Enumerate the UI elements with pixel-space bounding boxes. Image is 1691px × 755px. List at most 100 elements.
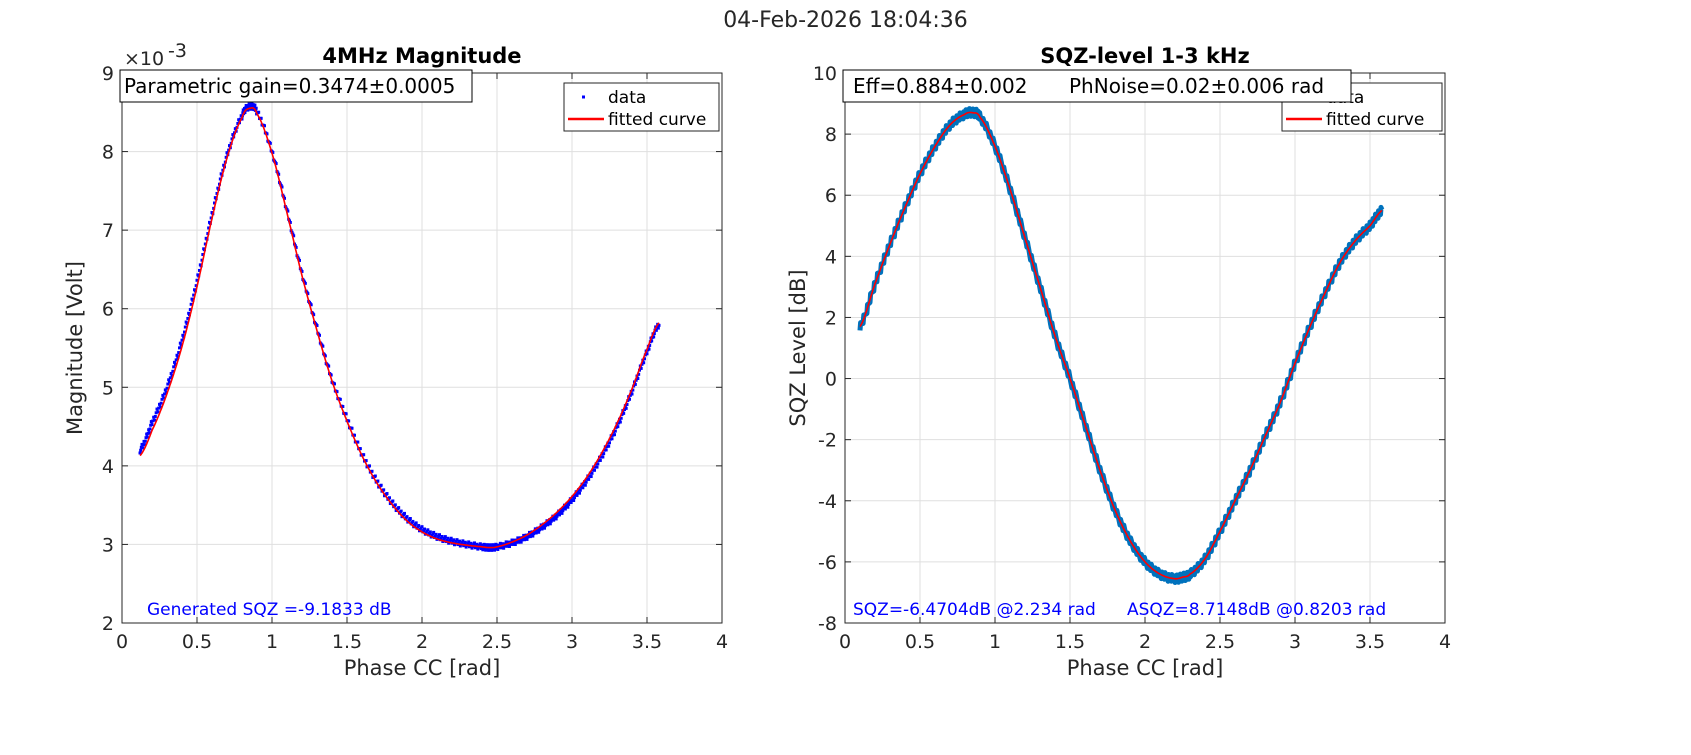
- data-point: [462, 544, 466, 548]
- data-point: [528, 535, 532, 539]
- y-axis-label: SQZ Level [dB]: [786, 269, 810, 426]
- x-axis-label: Phase CC [rad]: [344, 656, 501, 680]
- data-point: [440, 534, 444, 538]
- left-series-group: [138, 101, 661, 552]
- data-point: [353, 433, 356, 437]
- data-point: [558, 510, 562, 514]
- data-point: [176, 355, 180, 359]
- data-point: [182, 335, 186, 339]
- data-point: [642, 361, 646, 365]
- data-point: [581, 486, 585, 490]
- data-point: [593, 465, 597, 469]
- data-point: [428, 531, 431, 535]
- data-point: [147, 431, 151, 435]
- data-point: [587, 477, 591, 481]
- data-point: [408, 517, 412, 521]
- data-point: [333, 382, 336, 386]
- data-point: [203, 242, 207, 246]
- data-point: [608, 437, 612, 441]
- data-point: [561, 509, 565, 513]
- data-point: [309, 303, 313, 307]
- x-tick-label: 0: [839, 631, 851, 653]
- legend-label: fitted curve: [608, 110, 706, 130]
- legend-box: [563, 82, 720, 132]
- data-point: [548, 522, 552, 526]
- data-point: [617, 421, 621, 425]
- data-point: [189, 302, 193, 306]
- data-point: [448, 538, 452, 542]
- data-point: [194, 284, 198, 288]
- y-tick-label: 5: [102, 377, 114, 399]
- data-point: [570, 498, 574, 502]
- data-point: [164, 390, 168, 394]
- y-tick-label: 0: [825, 369, 837, 391]
- data-point: [458, 539, 461, 543]
- data-point: [652, 335, 656, 339]
- data-point: [512, 540, 516, 544]
- data-point: [582, 483, 586, 487]
- figure-timestamp: 04-Feb-2026 18:04:36: [723, 8, 968, 33]
- data-point: [148, 427, 152, 431]
- data-point: [624, 406, 628, 410]
- data-point: [403, 511, 406, 515]
- legend-label: data: [608, 88, 646, 108]
- data-point: [201, 253, 205, 257]
- data-point: [338, 397, 342, 401]
- data-point: [186, 316, 190, 320]
- data-point: [382, 488, 386, 492]
- data-point: [639, 366, 643, 370]
- data-point: [625, 402, 629, 406]
- right-series-group: [857, 106, 1385, 585]
- data-point: [475, 542, 479, 546]
- data-point: [640, 362, 644, 366]
- data-point: [433, 534, 437, 538]
- data-point: [173, 360, 176, 364]
- data-point: [385, 492, 389, 496]
- data-point: [543, 526, 546, 530]
- data-point: [466, 542, 470, 546]
- data-point: [188, 308, 192, 312]
- data-point: [516, 536, 520, 540]
- data-point: [607, 444, 611, 448]
- data-point: [252, 108, 256, 112]
- data-point: [505, 544, 509, 548]
- x-tick-label: 2: [1139, 631, 1151, 653]
- data-point: [613, 429, 617, 433]
- data-point: [484, 548, 488, 552]
- x-tick-label: 4: [716, 631, 728, 653]
- data-point: [616, 425, 620, 429]
- data-point: [470, 546, 474, 550]
- y-exponent-label: ×10: [124, 48, 164, 70]
- data-point: [535, 529, 539, 533]
- data-point: [585, 477, 589, 481]
- x-tick-label: 4: [1439, 631, 1451, 653]
- data-point: [602, 452, 606, 456]
- data-point: [472, 543, 476, 547]
- data-point: [233, 127, 237, 131]
- data-point: [163, 388, 167, 392]
- data-point: [153, 414, 157, 418]
- data-point: [162, 396, 166, 400]
- right-chart: 0 0.5 1 1.5 2 2.5 3 3.5 4 -8 -6 -4 -2 0 2 4 6 8 10 Phase CC…: [786, 44, 1451, 680]
- x-tick-label: 2.5: [1205, 631, 1235, 653]
- data-point: [523, 538, 526, 542]
- data-point: [597, 459, 601, 463]
- data-point: [526, 535, 530, 539]
- y-tick-label: 10: [813, 63, 837, 85]
- chart-title: 4MHz Magnitude: [322, 44, 521, 68]
- data-point: [598, 458, 602, 462]
- data-point: [195, 278, 199, 282]
- data-point: [445, 538, 449, 542]
- y-tick-label: 2: [102, 613, 114, 635]
- data-point: [168, 380, 171, 384]
- data-point: [145, 435, 149, 439]
- x-tick-label: 1.5: [332, 631, 362, 653]
- left-chart: 0 0.5 1 1.5 2 2.5 3 3.5 4 2 3 4 5 6 7 8 9 Phase CC [rad] M…: [63, 40, 728, 680]
- data-point: [520, 538, 524, 542]
- data-point: [253, 103, 257, 107]
- data-point: [583, 483, 587, 487]
- data-point: [647, 347, 651, 351]
- data-point: [494, 547, 498, 551]
- data-point: [578, 488, 582, 492]
